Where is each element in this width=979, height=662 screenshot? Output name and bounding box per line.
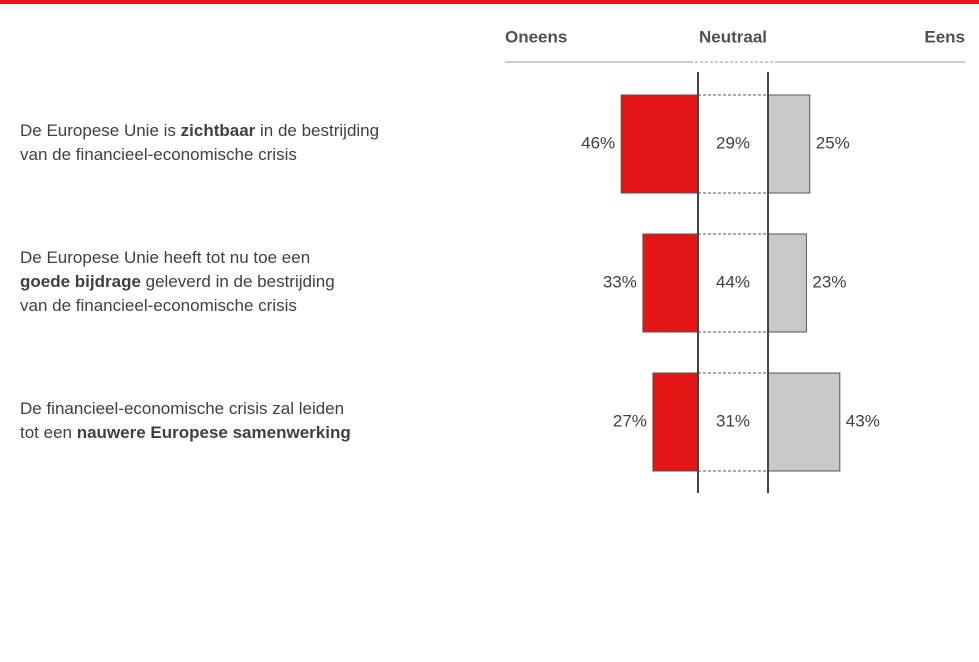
- data-label: 46%: [581, 133, 615, 152]
- statement-part: goede bijdrage: [20, 272, 141, 291]
- statement: tot een nauwere Europese samenwerking: [20, 423, 351, 442]
- top-rule: [0, 0, 979, 4]
- legend-label: Oneens: [505, 27, 567, 46]
- neutral-box: [698, 372, 768, 472]
- statement: De financieel-economische crisis zal lei…: [20, 399, 344, 418]
- data-label: 33%: [603, 272, 637, 291]
- statement: De Europese Unie heeft tot nu toe een: [20, 248, 310, 267]
- statement: De Europese Unie is zichtbaar in de best…: [20, 121, 379, 140]
- data-label: 25%: [816, 133, 850, 152]
- data-label: 23%: [812, 272, 846, 291]
- bar: [767, 94, 811, 194]
- statement-part: geleverd in de bestrijding: [141, 272, 335, 291]
- statement-part: van de financieel-economische crisis: [20, 296, 297, 315]
- statement-part: tot een: [20, 423, 77, 442]
- legend-label: Neutraal: [699, 27, 767, 46]
- data-label: 27%: [613, 411, 647, 430]
- statement-part: De Europese Unie heeft tot nu toe een: [20, 248, 310, 267]
- neutral-fill: [698, 234, 768, 332]
- bar: [620, 94, 699, 194]
- statement-part: nauwere Europese samenwerking: [77, 423, 351, 442]
- statement-part: De Europese Unie is: [20, 121, 181, 140]
- data-label: 29%: [716, 133, 750, 152]
- bar: [652, 372, 699, 472]
- data-label: 31%: [716, 411, 750, 430]
- statement-part: van de financieel-economische crisis: [20, 145, 297, 164]
- statement-part: De financieel-economische crisis zal lei…: [20, 399, 344, 418]
- data-label: 43%: [846, 411, 880, 430]
- statement-part: zichtbaar: [181, 121, 256, 140]
- statement: goede bijdrage geleverd in de bestrijdin…: [20, 272, 335, 291]
- data-label: 44%: [716, 272, 750, 291]
- neutral-fill: [698, 95, 768, 193]
- neutral-box: [698, 94, 768, 194]
- bar: [767, 233, 807, 333]
- legend-label: Eens: [924, 27, 965, 46]
- neutral-fill: [698, 373, 768, 471]
- statement: van de financieel-economische crisis: [20, 296, 297, 315]
- bar: [767, 372, 841, 472]
- neutral-box: [698, 233, 768, 333]
- statement-part: in de bestrijding: [255, 121, 379, 140]
- bar: [642, 233, 699, 333]
- statement: van de financieel-economische crisis: [20, 145, 297, 164]
